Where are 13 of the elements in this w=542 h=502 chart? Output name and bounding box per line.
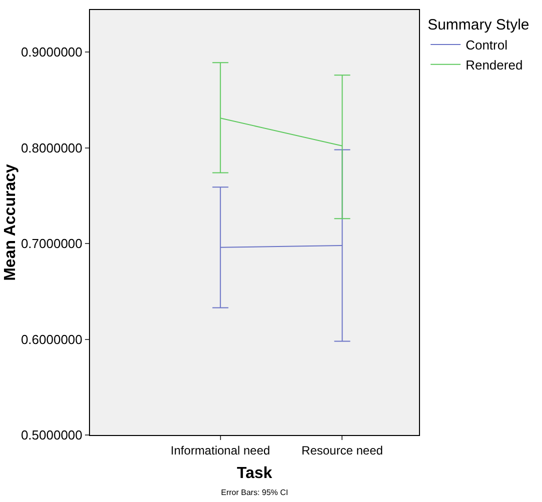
y-tick-label: 0.5000000 [20,428,82,443]
legend-title: Summary Style [428,16,530,34]
x-tick-label: Informational need [170,443,270,458]
y-tick-label: 0.6000000 [20,332,82,347]
y-tick-label: 0.7000000 [20,236,82,252]
y-tick-label: 0.8000000 [20,140,82,156]
legend-label: Control [466,38,508,53]
x-tick-label: Resource need [302,443,383,458]
y-axis-title: Mean Accuracy [2,164,19,281]
legend-label: Rendered [466,57,523,72]
y-tick-label: 0.9000000 [20,44,82,60]
x-axis-title: Task [236,465,272,482]
text: Error Bars: 95% CI [221,488,288,497]
